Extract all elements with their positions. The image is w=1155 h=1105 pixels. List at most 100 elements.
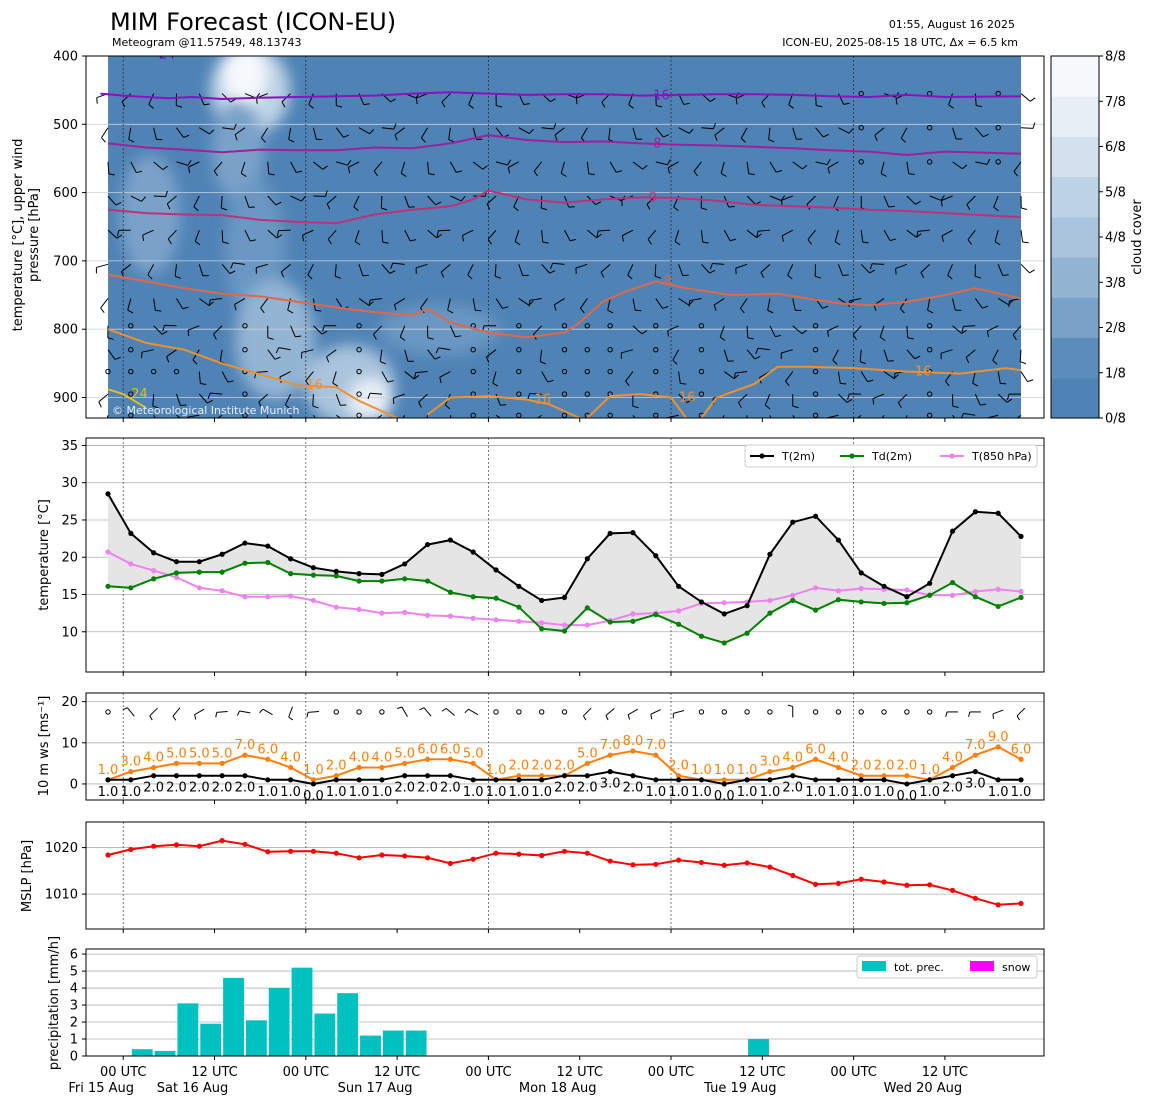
wind-barb-flag [667, 330, 670, 337]
wind-barb-flag [899, 308, 905, 314]
wind-barb-flag [274, 356, 281, 360]
wind-barb-staff [404, 371, 415, 380]
wind-barb-staff [738, 393, 748, 403]
wind-barb-staff [993, 195, 999, 208]
wind-barb-staff [906, 161, 910, 174]
wind-barb-flag [120, 271, 125, 278]
wind-barb-staff [221, 93, 231, 103]
calm-marker [812, 368, 819, 375]
colorbar-segment [1051, 257, 1099, 298]
wind-barb-staff [746, 349, 756, 360]
wind-barb-staff [358, 127, 370, 135]
wind-barb-staff [381, 263, 391, 274]
wind-barb-flag [655, 275, 662, 279]
wind-barb-flag [554, 134, 558, 141]
wind-barb-flag [275, 347, 280, 354]
wind-barb-flag [227, 380, 234, 383]
y-tick-label: 15 [61, 588, 78, 603]
wind-barb-staff [815, 161, 828, 166]
wind-barb-flag [335, 275, 342, 279]
wind-barb-staff [541, 127, 554, 130]
calm-marker [584, 368, 591, 375]
wind-barb-staff [906, 349, 916, 360]
data-label: 1.0 [349, 785, 370, 800]
data-point [676, 777, 682, 783]
data-point [812, 585, 819, 591]
x-date-label: Sat 16 Aug [157, 1081, 229, 1096]
y-tick-label: 30 [61, 476, 78, 491]
data-label: 3.0 [600, 777, 621, 792]
wind-barb-staff [974, 393, 981, 406]
precip-bar [268, 988, 290, 1056]
wind-barb-flag [605, 715, 609, 721]
wind-barb-staff [130, 161, 137, 173]
wind-barb-flag [834, 241, 841, 246]
wind-barb-staff [600, 263, 611, 273]
wind-barb-flag [347, 167, 351, 174]
wind-barb-staff [598, 229, 611, 232]
data-point [653, 777, 659, 783]
data-label: 7.0 [600, 738, 621, 753]
colorbar-tick-label: 7/8 [1105, 95, 1126, 110]
wind-barb-staff [267, 195, 277, 206]
data-label: 2.0 [394, 781, 415, 796]
wind-barb-flag [496, 105, 503, 108]
wind-barb-staff [1020, 93, 1031, 102]
calm-marker [653, 346, 659, 353]
wind-barb-staff [381, 127, 394, 130]
wind-barb-staff [920, 263, 931, 273]
data-label: 1.0 [645, 785, 666, 800]
wind-barb-staff [992, 349, 999, 361]
wind-barb-staff [760, 263, 771, 273]
wind-barb-flag [393, 304, 397, 311]
y-label-line: pressure [hPa] [27, 188, 42, 282]
data-point [516, 604, 522, 610]
data-point [539, 777, 545, 783]
mslp-y-ticks: 1010 1020 [45, 841, 86, 903]
wind-barb-staff [757, 229, 770, 232]
data-point [402, 609, 408, 615]
data-point [265, 777, 271, 783]
wind-barb-flag [862, 241, 869, 244]
data-point [767, 864, 773, 870]
wind-barb-staff [381, 371, 389, 383]
upper-air-frame [85, 55, 1045, 419]
wind-barb-flag [434, 356, 441, 360]
wind-barb-staff [130, 195, 142, 202]
wind-barb-staff [541, 371, 549, 383]
wind-barb-staff [966, 195, 976, 205]
data-point [539, 597, 545, 604]
wind-barb-flag [100, 307, 105, 314]
wind-barb-flag [947, 274, 953, 280]
wind-barb-staff [486, 349, 497, 358]
wind-barb-flag [764, 404, 771, 410]
wind-barb-staff [673, 710, 685, 714]
wind-barb-staff [723, 371, 735, 380]
wind-barb-flag [533, 170, 539, 177]
calm-marker [561, 346, 568, 353]
data-label: 2.0 [897, 759, 918, 774]
data-label: 7.0 [965, 738, 986, 753]
wind-barb-staff [583, 707, 592, 717]
wind-barb-staff [380, 195, 383, 209]
data-point [219, 569, 225, 575]
y-tick-label: 600 [53, 186, 78, 201]
cloud-patch-high-top [223, 56, 267, 105]
wind-barb-staff [335, 393, 341, 406]
wind-barb-flag [667, 167, 671, 174]
wind-barb-staff [166, 349, 177, 357]
wind-barb-flag [166, 203, 171, 210]
data-label: 4.0 [280, 750, 301, 765]
precip-bar [223, 977, 244, 1056]
data-point [630, 773, 636, 779]
wind-barb-flag [961, 326, 964, 333]
wind-barb-flag [265, 427, 270, 430]
wind-barb-flag [258, 401, 262, 408]
wind-barb-flag [874, 135, 878, 141]
temperature-frame [85, 437, 1045, 673]
data-point [151, 576, 157, 582]
wind-barb-staff [267, 161, 270, 174]
wind-barb-flag [527, 393, 531, 400]
wind-barb-flag [166, 356, 170, 363]
colorbar-segment [1051, 337, 1099, 379]
